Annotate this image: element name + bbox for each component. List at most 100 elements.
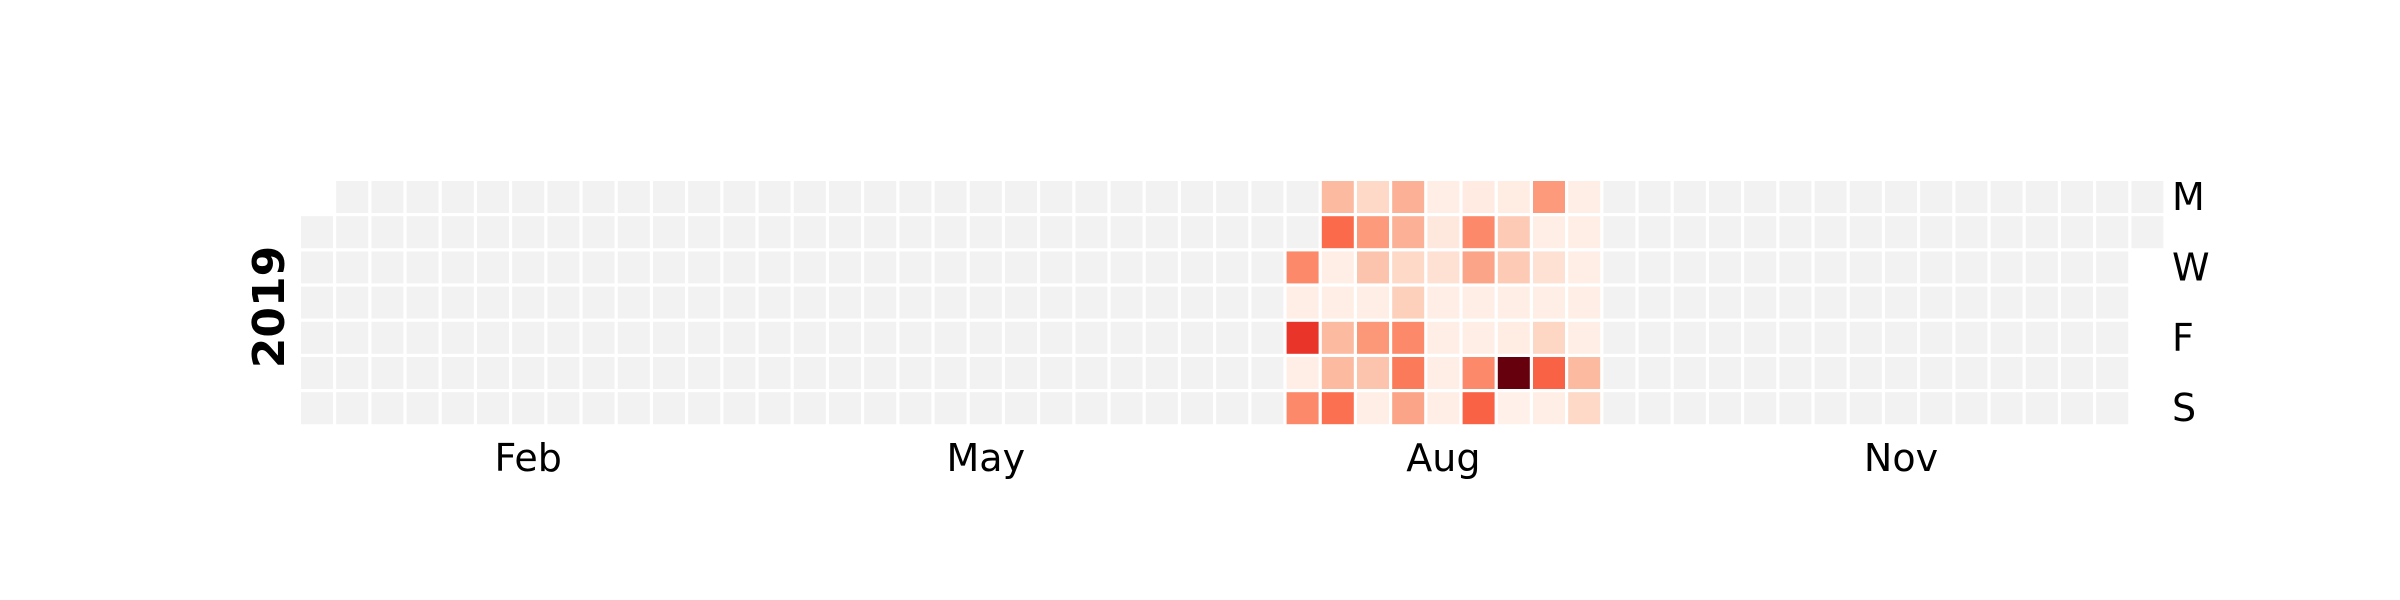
heatmap-cell bbox=[1744, 216, 1777, 249]
heatmap-cell bbox=[1885, 392, 1917, 425]
heatmap-cell bbox=[1990, 321, 2023, 354]
heatmap-cell bbox=[547, 357, 580, 389]
heatmap-cell bbox=[2061, 357, 2093, 389]
heatmap-cell bbox=[547, 181, 580, 213]
heatmap-cell bbox=[1427, 181, 1460, 213]
heatmap-cell bbox=[1497, 286, 1530, 319]
heatmap-cell bbox=[336, 216, 369, 249]
heatmap-cell bbox=[1814, 216, 1847, 249]
heatmap-cell bbox=[793, 357, 826, 389]
heatmap-cell bbox=[1251, 251, 1284, 284]
heatmap-cell bbox=[1885, 321, 1917, 354]
heatmap-cell bbox=[1145, 321, 1178, 354]
heatmap-cell bbox=[1427, 251, 1460, 284]
heatmap-cell bbox=[441, 321, 474, 354]
heatmap-cell bbox=[1920, 251, 1953, 284]
heatmap-cell bbox=[829, 321, 861, 354]
heatmap-cell bbox=[1251, 321, 1284, 354]
heatmap-cell bbox=[1392, 392, 1425, 425]
heatmap-cell bbox=[441, 216, 474, 249]
heatmap-cell bbox=[1814, 251, 1847, 284]
heatmap-cell bbox=[864, 251, 897, 284]
heatmap-cell bbox=[934, 321, 967, 354]
heatmap-cell bbox=[934, 392, 967, 425]
heatmap-cell bbox=[371, 286, 404, 319]
heatmap-cell bbox=[1814, 181, 1847, 213]
heatmap-cell bbox=[1533, 357, 1565, 389]
heatmap-cell bbox=[1709, 181, 1741, 213]
heatmap-cell bbox=[617, 357, 650, 389]
heatmap-cell bbox=[1357, 357, 1389, 389]
heatmap-cell bbox=[2025, 357, 2058, 389]
heatmap-cell bbox=[1955, 216, 1988, 249]
heatmap-cells bbox=[301, 181, 2164, 425]
heatmap-cell bbox=[723, 251, 756, 284]
heatmap-cell bbox=[2096, 357, 2129, 389]
heatmap-cell bbox=[1955, 181, 1988, 213]
heatmap-cell bbox=[934, 181, 967, 213]
heatmap-cell bbox=[336, 321, 369, 354]
heatmap-cell bbox=[301, 392, 333, 425]
heatmap-cell bbox=[864, 357, 897, 389]
heatmap-cell bbox=[758, 392, 791, 425]
heatmap-cell bbox=[1075, 181, 1108, 213]
heatmap-cell bbox=[1462, 251, 1495, 284]
heatmap-cell bbox=[1251, 216, 1284, 249]
heatmap-cell bbox=[1321, 181, 1354, 213]
heatmap-cell bbox=[1427, 357, 1460, 389]
heatmap-cell bbox=[653, 321, 685, 354]
heatmap-cell bbox=[829, 392, 861, 425]
heatmap-cell bbox=[1990, 251, 2023, 284]
heatmap-cell bbox=[758, 216, 791, 249]
heatmap-cell bbox=[1779, 251, 1812, 284]
heatmap-cell bbox=[1005, 357, 1037, 389]
heatmap-cell bbox=[1357, 286, 1389, 319]
heatmap-cell bbox=[1181, 286, 1213, 319]
heatmap-cell bbox=[969, 216, 1002, 249]
heatmap-cell bbox=[969, 392, 1002, 425]
heatmap-cell bbox=[1216, 181, 1249, 213]
heatmap-cell bbox=[653, 251, 685, 284]
heatmap-cell bbox=[582, 286, 615, 319]
heatmap-cell bbox=[1181, 357, 1213, 389]
heatmap-cell bbox=[1181, 392, 1213, 425]
heatmap-cell bbox=[1779, 216, 1812, 249]
heatmap-cell bbox=[1849, 216, 1882, 249]
heatmap-cell bbox=[1955, 286, 1988, 319]
heatmap-cell bbox=[1779, 321, 1812, 354]
heatmap-cell bbox=[829, 286, 861, 319]
heatmap-cell bbox=[1990, 181, 2023, 213]
heatmap-cell bbox=[1075, 251, 1108, 284]
heatmap-cell bbox=[477, 392, 509, 425]
heatmap-cell bbox=[1005, 181, 1037, 213]
heatmap-cell bbox=[1110, 321, 1143, 354]
heatmap-cell bbox=[1392, 216, 1425, 249]
heatmap-cell bbox=[1990, 357, 2023, 389]
heatmap-cell bbox=[2061, 392, 2093, 425]
heatmap-cell bbox=[2096, 392, 2129, 425]
heatmap-cell bbox=[1990, 216, 2023, 249]
heatmap-cell bbox=[301, 321, 333, 354]
heatmap-cell bbox=[1920, 181, 1953, 213]
heatmap-cell bbox=[1709, 321, 1741, 354]
heatmap-cell bbox=[1673, 357, 1706, 389]
heatmap-cell bbox=[1885, 216, 1917, 249]
heatmap-cell bbox=[406, 321, 439, 354]
heatmap-cell bbox=[829, 181, 861, 213]
heatmap-cell bbox=[336, 181, 369, 213]
heatmap-cell bbox=[301, 251, 333, 284]
year-label: 2019 bbox=[244, 246, 295, 368]
heatmap-cell bbox=[441, 181, 474, 213]
heatmap-cell bbox=[582, 392, 615, 425]
heatmap-cell bbox=[723, 392, 756, 425]
heatmap-cell bbox=[1251, 357, 1284, 389]
heatmap-cell bbox=[512, 321, 545, 354]
heatmap-cell bbox=[477, 251, 509, 284]
heatmap-cell bbox=[1392, 251, 1425, 284]
heatmap-cell bbox=[1920, 321, 1953, 354]
heatmap-cell bbox=[1638, 286, 1671, 319]
heatmap-cell bbox=[1286, 216, 1319, 249]
heatmap-cell bbox=[336, 286, 369, 319]
heatmap-cell bbox=[2096, 321, 2129, 354]
